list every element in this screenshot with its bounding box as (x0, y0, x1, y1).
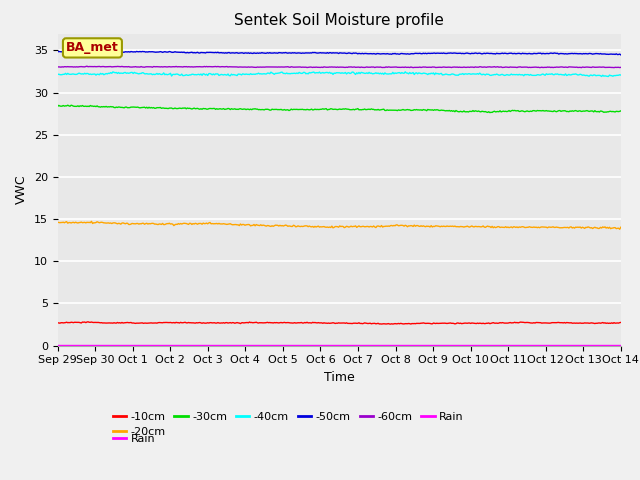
-60cm (83, 63, 91, 69)
-60cm (323, 64, 330, 70)
-20cm (360, 224, 367, 229)
X-axis label: Time: Time (324, 371, 355, 384)
-60cm (617, 64, 625, 70)
-10cm (84, 319, 92, 324)
-20cm (616, 227, 623, 232)
-50cm (617, 52, 625, 58)
-50cm (605, 51, 612, 57)
Rain (54, 342, 61, 348)
Rain (617, 342, 625, 348)
-10cm (387, 321, 394, 327)
-20cm (617, 224, 625, 230)
Line: -30cm: -30cm (58, 105, 621, 113)
-10cm (360, 321, 367, 326)
-60cm (577, 65, 585, 71)
Y-axis label: VWC: VWC (15, 175, 28, 204)
Line: -10cm: -10cm (58, 322, 621, 324)
-30cm (390, 108, 398, 113)
-10cm (323, 320, 330, 326)
-60cm (54, 64, 61, 70)
-30cm (486, 110, 493, 116)
-20cm (88, 218, 95, 224)
-40cm (605, 72, 613, 78)
Rain (321, 342, 329, 348)
-50cm (54, 49, 61, 55)
-10cm (391, 321, 399, 326)
-10cm (617, 320, 625, 325)
-20cm (323, 224, 330, 230)
-50cm (516, 51, 524, 57)
-30cm (360, 107, 367, 112)
Rain (324, 342, 332, 348)
-40cm (401, 69, 409, 75)
Line: -20cm: -20cm (58, 221, 621, 229)
-60cm (326, 64, 333, 70)
-50cm (360, 51, 367, 57)
-40cm (358, 70, 366, 75)
-40cm (389, 70, 397, 75)
-50cm (390, 51, 398, 57)
-10cm (54, 320, 61, 326)
-60cm (516, 64, 524, 70)
Text: BA_met: BA_met (66, 41, 119, 54)
-40cm (605, 73, 612, 79)
-40cm (54, 72, 61, 77)
-20cm (516, 225, 524, 230)
-20cm (54, 220, 61, 226)
-50cm (102, 48, 110, 54)
-60cm (390, 64, 398, 70)
-40cm (516, 72, 524, 78)
-60cm (605, 64, 613, 70)
-40cm (324, 70, 332, 76)
Rain (515, 342, 523, 348)
-10cm (326, 321, 333, 326)
Rain (358, 342, 366, 348)
-30cm (323, 106, 330, 111)
-40cm (321, 70, 329, 75)
-30cm (617, 108, 625, 114)
-60cm (360, 64, 367, 70)
Rain (389, 342, 397, 348)
-30cm (605, 108, 613, 114)
-30cm (64, 102, 72, 108)
Title: Sentek Soil Moisture profile: Sentek Soil Moisture profile (234, 13, 444, 28)
Line: -40cm: -40cm (58, 72, 621, 76)
Rain (604, 342, 611, 348)
Legend: Rain: Rain (108, 429, 159, 448)
-30cm (54, 104, 61, 109)
-40cm (617, 72, 625, 78)
-30cm (518, 108, 525, 114)
-10cm (605, 320, 613, 326)
-20cm (605, 225, 612, 231)
Line: -50cm: -50cm (58, 51, 621, 55)
-30cm (326, 107, 333, 112)
-20cm (390, 223, 398, 228)
-10cm (518, 319, 525, 325)
-50cm (323, 50, 330, 56)
-20cm (326, 224, 333, 230)
-50cm (326, 50, 333, 56)
Line: -60cm: -60cm (58, 66, 621, 68)
